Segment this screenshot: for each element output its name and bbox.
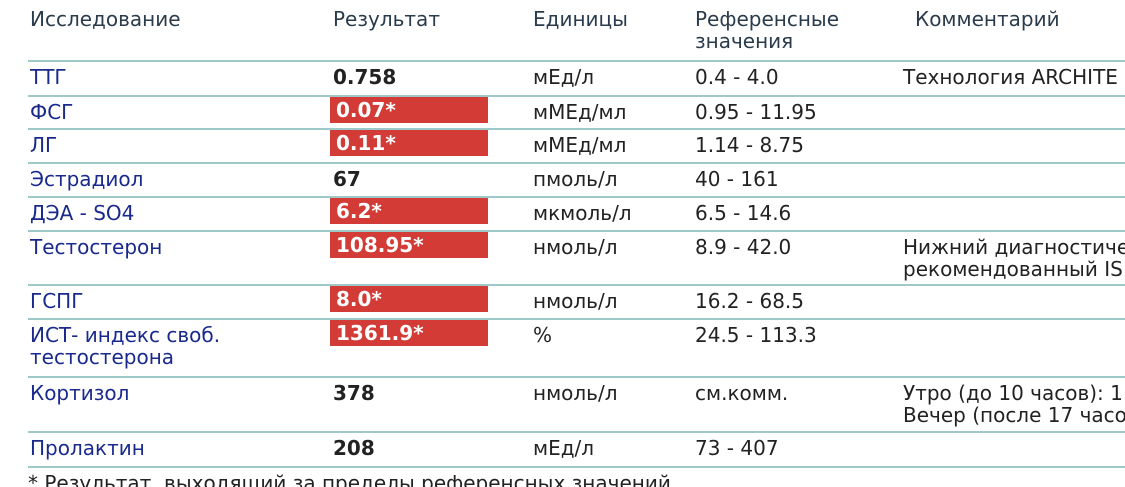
reference-range: 1.14 - 8.75 — [695, 133, 804, 157]
reference-range: 40 - 161 — [695, 167, 779, 191]
units: мЕд/л — [533, 436, 595, 460]
result-value: 8.0* — [330, 286, 488, 312]
result-value: 67 — [333, 167, 361, 191]
reference-range: 6.5 - 14.6 — [695, 201, 792, 225]
units: пмоль/л — [533, 167, 618, 191]
units: нмоль/л — [533, 381, 618, 405]
column-header: Результат — [333, 7, 440, 31]
result-value: 208 — [333, 436, 375, 460]
test-name: ИСТ- индекс своб. — [30, 323, 221, 347]
test-name: ФСГ — [30, 100, 74, 124]
reference-range: см.комм. — [695, 381, 789, 405]
row-divider — [28, 376, 1125, 378]
row-divider — [28, 196, 1125, 198]
test-name: ГСПГ — [30, 289, 84, 313]
units: мкмоль/л — [533, 201, 632, 225]
column-header: значения — [695, 29, 794, 53]
test-name: Тестостерон — [30, 235, 163, 259]
result-value: 0.07* — [330, 97, 488, 123]
row-divider — [28, 162, 1125, 164]
test-name: тестостерона — [30, 345, 175, 369]
row-divider — [28, 230, 1125, 232]
units: мМЕд/мл — [533, 133, 627, 157]
reference-range: 24.5 - 113.3 — [695, 323, 817, 347]
units: % — [533, 323, 553, 347]
test-name: ЛГ — [30, 133, 58, 157]
comment: Технология ARCHITE — [903, 65, 1118, 89]
result-value: 6.2* — [330, 198, 488, 224]
test-name: ТТГ — [30, 65, 67, 89]
units: нмоль/л — [533, 235, 618, 259]
test-name: Кортизол — [30, 381, 130, 405]
row-divider — [28, 128, 1125, 130]
units: мМЕд/мл — [533, 100, 627, 124]
column-header: Комментарий — [915, 7, 1060, 31]
row-divider — [28, 466, 1125, 468]
row-divider — [28, 431, 1125, 433]
footnote: * Результат, выходящий за пределы рефере… — [28, 471, 671, 487]
result-value: 1361.9* — [330, 320, 488, 346]
reference-range: 0.4 - 4.0 — [695, 65, 779, 89]
units: нмоль/л — [533, 289, 618, 313]
reference-range: 73 - 407 — [695, 436, 779, 460]
result-value: 108.95* — [330, 232, 488, 258]
column-header: Исследование — [30, 7, 181, 31]
column-header: Референсные — [695, 7, 840, 31]
comment: Нижний диагностиче — [903, 235, 1125, 259]
reference-range: 0.95 - 11.95 — [695, 100, 817, 124]
row-divider — [28, 318, 1125, 320]
reference-range: 8.9 - 42.0 — [695, 235, 792, 259]
comment: Вечер (после 17 часо — [903, 403, 1125, 427]
reference-range: 16.2 - 68.5 — [695, 289, 804, 313]
test-name: Пролактин — [30, 436, 145, 460]
test-name: ДЭА - SO4 — [30, 201, 135, 225]
units: мЕд/л — [533, 65, 595, 89]
row-divider — [28, 60, 1125, 62]
test-name: Эстрадиол — [30, 167, 144, 191]
result-value: 0.758 — [333, 65, 397, 89]
comment: Утро (до 10 часов): 1 — [903, 381, 1123, 405]
row-divider — [28, 95, 1125, 97]
row-divider — [28, 284, 1125, 286]
comment: рекомендованный IS — [903, 257, 1123, 281]
result-value: 0.11* — [330, 130, 488, 156]
result-value: 378 — [333, 381, 375, 405]
column-header: Единицы — [533, 7, 628, 31]
